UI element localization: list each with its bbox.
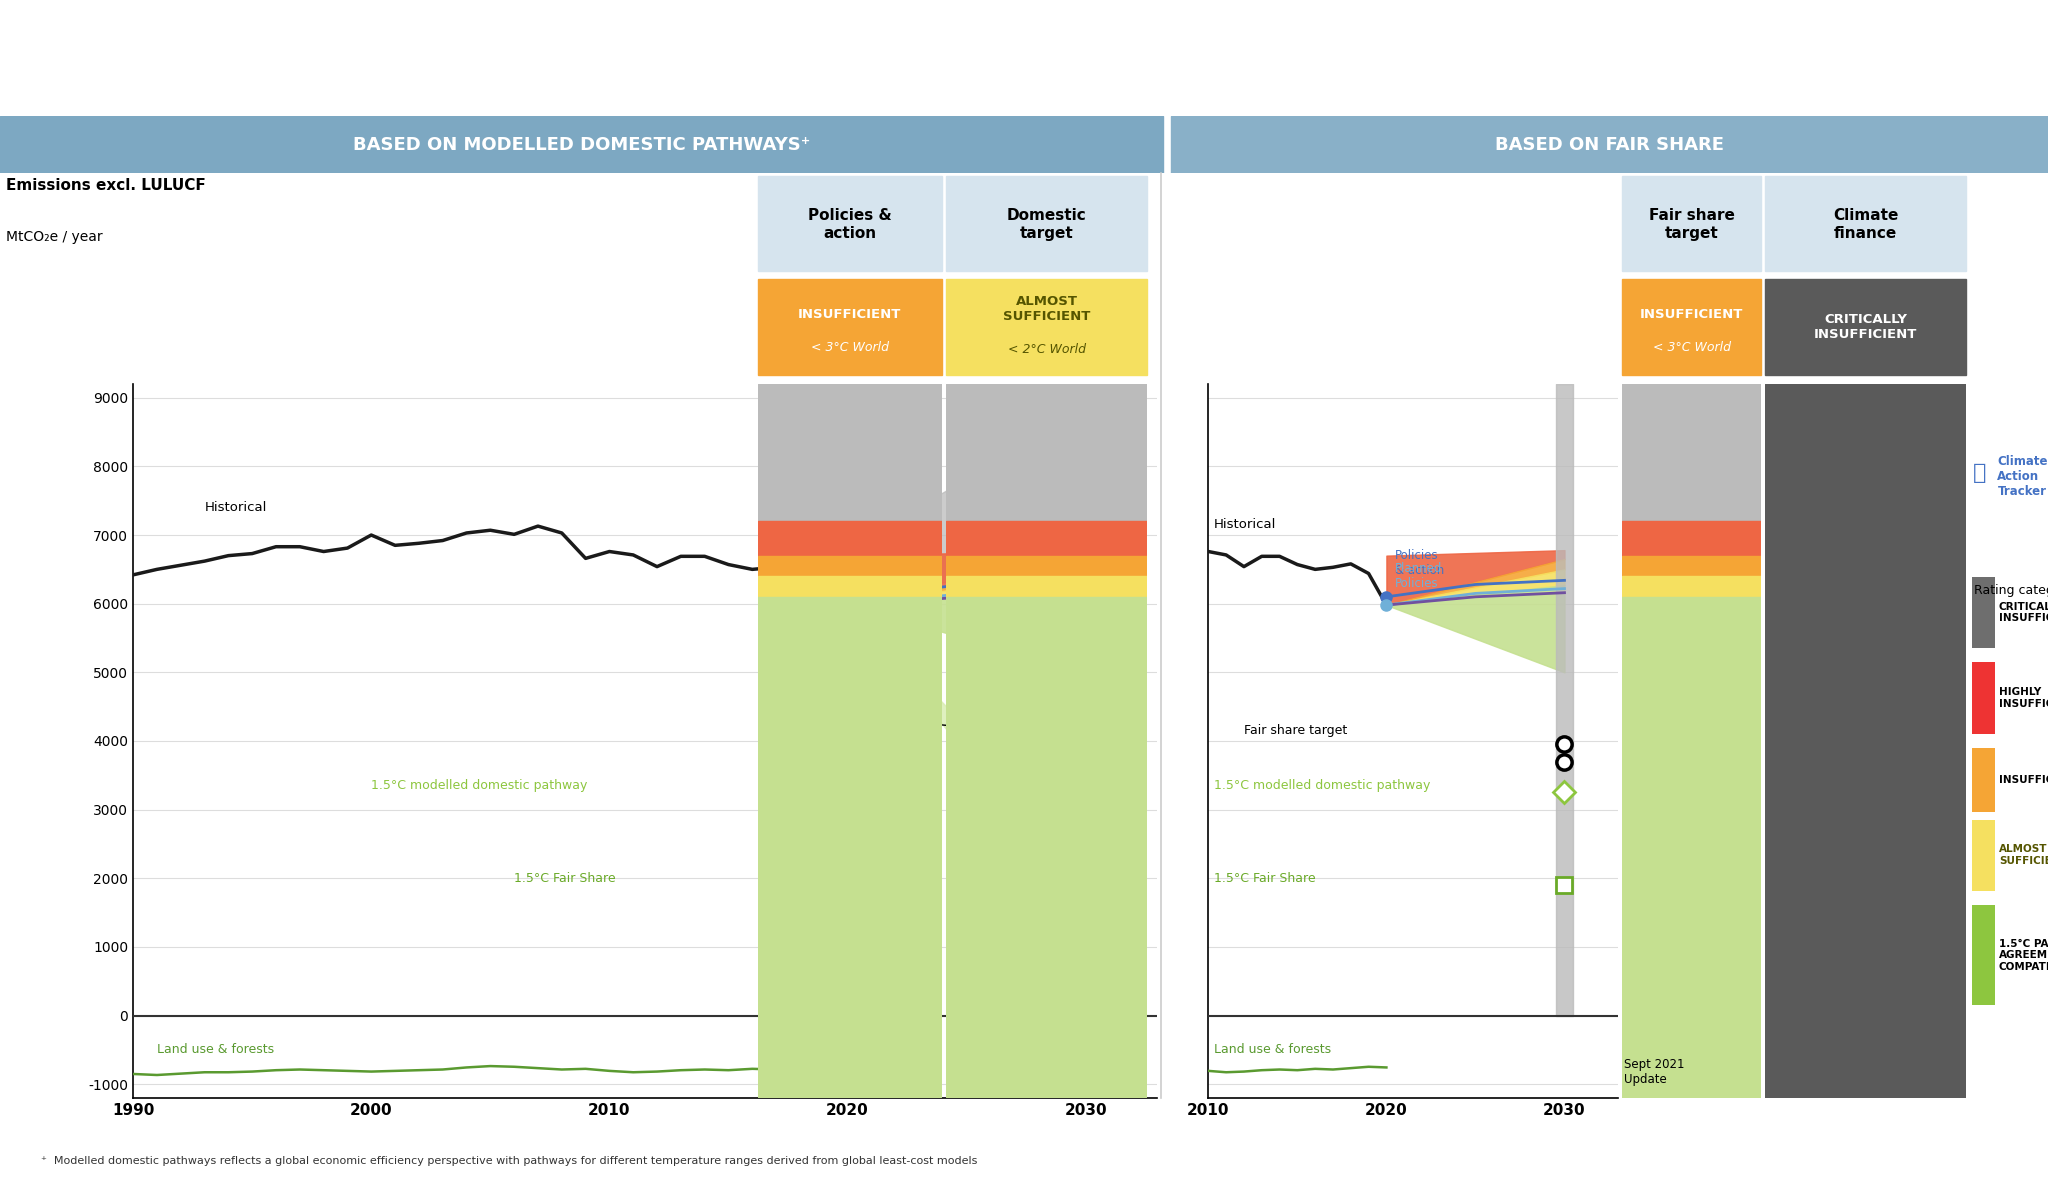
Text: ALMOST
SUFFICIENT: ALMOST SUFFICIENT — [1004, 295, 1090, 323]
Text: Domestic
target: Domestic target — [1008, 208, 1085, 240]
Bar — [1622, 176, 1761, 271]
Text: Land use & forests: Land use & forests — [1214, 1043, 1331, 1056]
Text: Historical: Historical — [205, 502, 266, 514]
Text: INSUFFICIENT: INSUFFICIENT — [1999, 775, 2048, 785]
Bar — [1972, 820, 1995, 890]
Bar — [946, 521, 1147, 556]
Bar — [946, 176, 1147, 271]
Bar — [1171, 116, 2048, 173]
Bar — [946, 576, 1147, 596]
Bar — [1972, 577, 1995, 648]
Text: HIGHLY
INSUFFICIENT: HIGHLY INSUFFICIENT — [1999, 688, 2048, 709]
Bar — [758, 384, 942, 521]
Bar — [1622, 521, 1761, 556]
Bar — [946, 384, 1147, 521]
Text: Emissions excl. LULUCF: Emissions excl. LULUCF — [6, 178, 207, 193]
Text: 1.5°C Fair Share: 1.5°C Fair Share — [514, 871, 616, 884]
Text: Policies
& action: Policies & action — [883, 550, 932, 577]
Bar — [946, 556, 1147, 576]
Text: 1.5°C modelled domestic pathway: 1.5°C modelled domestic pathway — [371, 779, 588, 792]
Text: < 2°C World: < 2°C World — [1008, 343, 1085, 356]
Text: 1.5°C Fair Share: 1.5°C Fair Share — [1214, 871, 1315, 884]
Text: 1.5°C modelled domestic pathway: 1.5°C modelled domestic pathway — [1214, 779, 1430, 792]
Text: INSUFFICIENT: INSUFFICIENT — [1640, 308, 1743, 322]
Bar — [758, 556, 942, 576]
Text: CRITICALLY
INSUFFICIENT: CRITICALLY INSUFFICIENT — [1815, 313, 1917, 341]
Text: Historical: Historical — [1214, 518, 1276, 532]
Text: BASED ON FAIR SHARE: BASED ON FAIR SHARE — [1495, 136, 1724, 154]
Text: INSUFFICIENT: INSUFFICIENT — [799, 308, 901, 322]
Bar — [946, 280, 1147, 374]
Bar — [1622, 384, 1761, 521]
Text: CRITICALLY
INSUFFICIENT: CRITICALLY INSUFFICIENT — [1999, 601, 2048, 623]
Text: BASED ON MODELLED DOMESTIC PATHWAYS⁺: BASED ON MODELLED DOMESTIC PATHWAYS⁺ — [352, 136, 811, 154]
Bar — [758, 576, 942, 596]
Bar — [1622, 280, 1761, 374]
Text: Policies
& action: Policies & action — [1395, 550, 1444, 577]
Bar — [1972, 905, 1995, 1006]
Text: Rating categories: Rating categories — [1974, 584, 2048, 596]
Bar — [1622, 596, 1761, 1098]
Bar — [1972, 748, 1995, 812]
Text: Fair share target: Fair share target — [1243, 724, 1348, 737]
Bar — [758, 176, 942, 271]
Text: < 3°C World: < 3°C World — [811, 341, 889, 354]
Text: Climate
finance: Climate finance — [1833, 208, 1898, 240]
Text: 🌡: 🌡 — [1972, 462, 1987, 482]
Text: Fair share
target: Fair share target — [1649, 208, 1735, 240]
Text: < 3°C World: < 3°C World — [1653, 341, 1731, 354]
Text: 1.5°C PARIS
AGREEMENT
COMPATIBLE: 1.5°C PARIS AGREEMENT COMPATIBLE — [1999, 938, 2048, 972]
Bar — [1622, 576, 1761, 596]
Bar — [758, 280, 942, 374]
Text: UNITED STATES OVERALL RATING: UNITED STATES OVERALL RATING — [862, 22, 1186, 41]
Text: Planned
Policies: Planned Policies — [1395, 562, 1442, 589]
Text: ALMOST
SUFFICIENT: ALMOST SUFFICIENT — [1999, 845, 2048, 866]
Text: MtCO₂e / year: MtCO₂e / year — [6, 229, 102, 244]
Bar — [0, 116, 1163, 173]
Text: Domestic target: Domestic target — [801, 710, 1083, 737]
Text: INSUFFICIENT: INSUFFICIENT — [850, 64, 1198, 107]
Bar — [758, 521, 942, 556]
Text: ⁺  Modelled domestic pathways reflects a global economic efficiency perspective : ⁺ Modelled domestic pathways reflects a … — [41, 1157, 977, 1166]
Text: Sept 2021
Update: Sept 2021 Update — [1624, 1058, 1686, 1086]
Bar — [946, 596, 1147, 1098]
Text: Land use & forests: Land use & forests — [158, 1043, 274, 1056]
Bar — [1622, 556, 1761, 576]
Text: Climate
Action
Tracker: Climate Action Tracker — [1997, 455, 2048, 498]
Bar — [758, 596, 942, 1098]
Bar — [1765, 280, 1966, 374]
Text: Planned
Policies: Planned Policies — [883, 562, 930, 589]
Bar — [1765, 176, 1966, 271]
Text: Policies &
action: Policies & action — [809, 208, 891, 240]
Bar — [1972, 662, 1995, 734]
